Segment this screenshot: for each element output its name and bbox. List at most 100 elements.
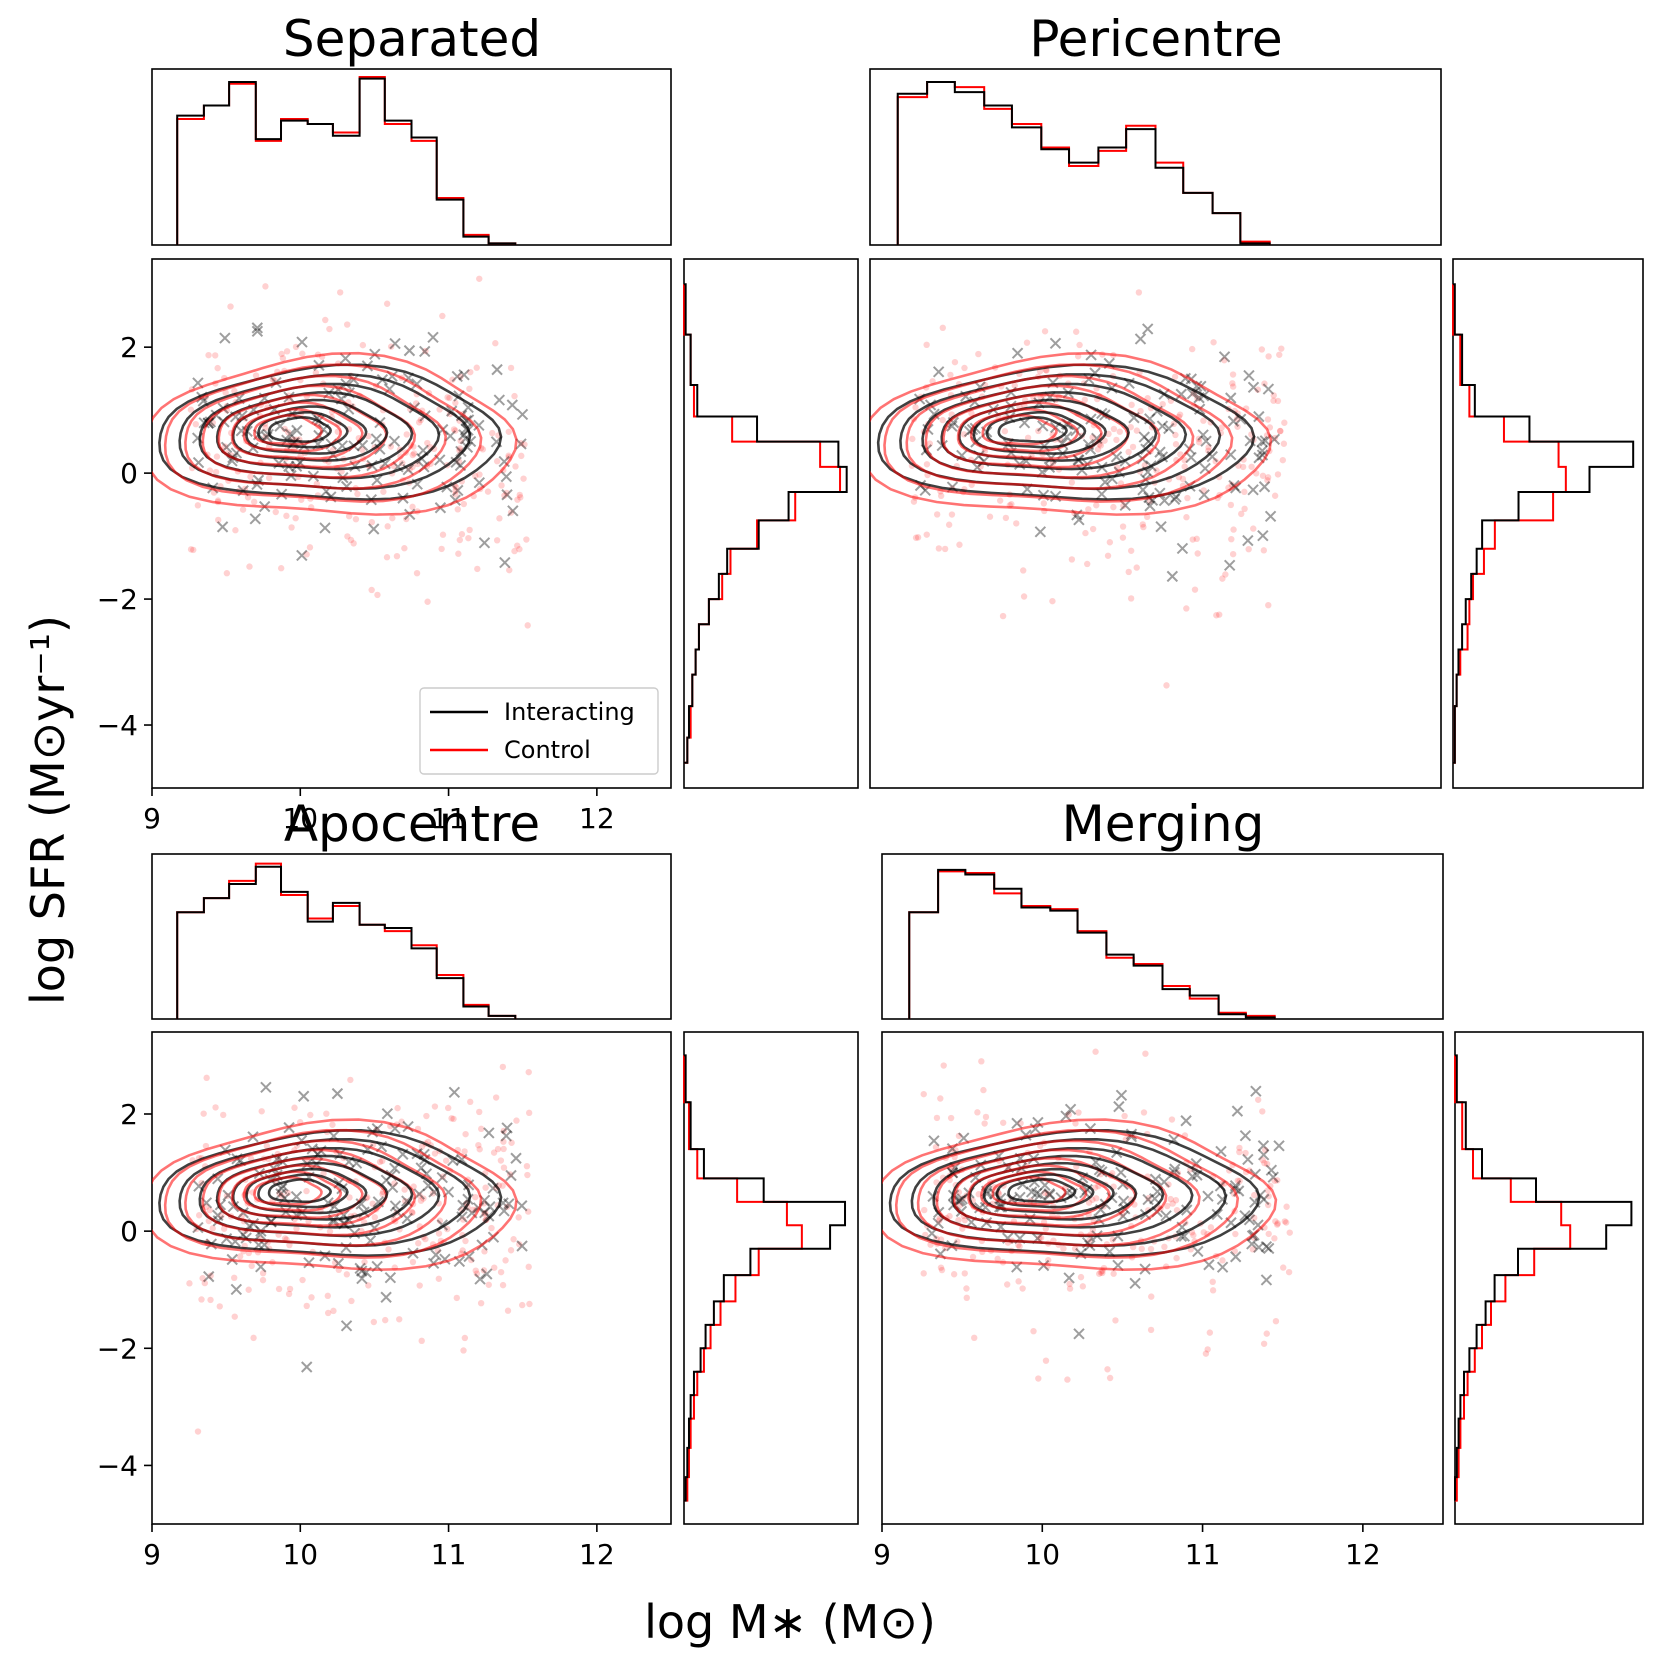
control-point xyxy=(456,536,464,544)
control-point xyxy=(477,1299,485,1307)
control-point xyxy=(322,316,329,324)
mass-histogram xyxy=(176,862,517,1019)
interacting-point xyxy=(370,433,383,445)
control-point xyxy=(239,506,247,513)
control-point xyxy=(1229,371,1237,378)
control-point xyxy=(994,1255,1001,1263)
control-point xyxy=(946,1212,953,1220)
interacting-point xyxy=(448,1086,461,1098)
control-point xyxy=(406,466,413,473)
x-tick-label: 12 xyxy=(579,802,615,835)
control-point xyxy=(933,1114,941,1122)
control-point xyxy=(1172,1197,1180,1204)
panel-separated: 9 10 11 12 2 0 −2 −4 xyxy=(97,68,859,835)
control-point xyxy=(398,1118,405,1125)
interacting-point xyxy=(275,1188,287,1200)
interacting-point xyxy=(251,322,263,334)
plot-area xyxy=(882,1048,1293,1383)
control-point xyxy=(1168,1116,1176,1123)
control-point xyxy=(1110,503,1117,511)
density-contour xyxy=(163,363,483,503)
control-point xyxy=(1140,523,1147,531)
control-point xyxy=(499,1281,507,1289)
control-point xyxy=(466,526,473,534)
control-point xyxy=(500,1127,507,1135)
control-point xyxy=(500,1145,507,1153)
interacting-point xyxy=(444,430,457,442)
control-point xyxy=(519,1301,526,1309)
control-point xyxy=(413,569,421,577)
interacting-point xyxy=(1260,1241,1273,1253)
top-hist-frame xyxy=(881,853,1444,1020)
control-point xyxy=(1015,1241,1022,1249)
control-point xyxy=(462,1130,469,1138)
density-contour xyxy=(217,1157,388,1227)
density-contour xyxy=(876,363,1256,501)
control-point xyxy=(194,1428,202,1435)
control-point xyxy=(277,565,285,572)
control-point xyxy=(491,1264,498,1271)
control-point xyxy=(977,463,984,470)
control-point xyxy=(1097,442,1105,449)
control-point xyxy=(1035,1375,1042,1382)
control-point xyxy=(292,514,299,522)
mass-hist-interacting xyxy=(176,77,517,245)
control-point xyxy=(227,303,234,310)
control-point xyxy=(1251,1191,1258,1199)
interacting-point xyxy=(340,1320,353,1332)
interacting-point xyxy=(501,489,513,501)
control-point xyxy=(409,1258,417,1266)
control-point xyxy=(326,325,333,333)
interacting-point xyxy=(430,1249,442,1261)
control-point xyxy=(350,540,357,547)
control-point xyxy=(497,1268,505,1276)
interacting-point xyxy=(515,438,527,450)
control-point xyxy=(371,1214,379,1221)
interacting-point xyxy=(1258,1193,1270,1206)
control-point xyxy=(1125,568,1132,576)
control-point xyxy=(1283,1203,1290,1210)
interacting-point xyxy=(478,537,491,549)
control-point xyxy=(1153,467,1160,474)
interacting-point xyxy=(1229,1251,1242,1263)
control-point xyxy=(286,1285,294,1293)
control-point xyxy=(1060,1245,1067,1252)
control-point xyxy=(1270,392,1277,399)
interacting-point xyxy=(1096,488,1108,500)
side-hist-frame xyxy=(1454,1031,1644,1525)
scatter-contour-plot: 9 10 11 12 2 0 −2 −4 xyxy=(97,275,615,835)
control-point xyxy=(212,352,219,359)
control-point xyxy=(387,343,395,350)
control-point xyxy=(1066,1280,1073,1288)
control-point xyxy=(912,534,920,541)
density-contour xyxy=(921,382,1188,480)
control-point xyxy=(466,385,473,393)
control-point xyxy=(1195,435,1203,443)
mass-hist-control xyxy=(176,862,517,1019)
control-point xyxy=(344,533,351,540)
density-contour xyxy=(257,411,349,449)
control-point xyxy=(947,371,954,379)
interacting-point xyxy=(1060,1110,1072,1122)
control-point xyxy=(283,348,291,355)
main-plot-frame xyxy=(151,258,672,789)
control-point xyxy=(1271,1177,1278,1184)
control-point xyxy=(467,368,474,376)
density-contour xyxy=(905,374,1195,490)
mass-hist-control xyxy=(908,870,1276,1019)
control-point xyxy=(1106,1374,1114,1382)
interacting-point xyxy=(1247,484,1259,496)
interacting-point xyxy=(331,1087,344,1100)
interacting-point xyxy=(1256,436,1268,448)
interacting-point xyxy=(427,331,439,344)
control-point xyxy=(201,1279,208,1287)
control-point xyxy=(245,1286,252,1293)
control-point xyxy=(516,545,523,553)
control-point xyxy=(252,372,260,379)
interacting-point xyxy=(1158,494,1171,507)
control-point xyxy=(439,312,446,320)
control-point xyxy=(1137,407,1144,415)
control-point xyxy=(1277,427,1284,435)
control-point xyxy=(1099,1269,1106,1277)
control-point xyxy=(921,1206,928,1214)
